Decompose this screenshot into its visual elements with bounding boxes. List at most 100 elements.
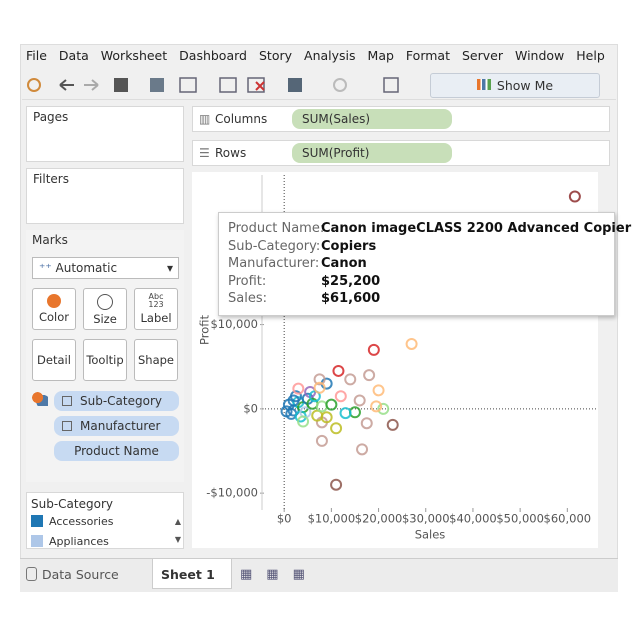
menu-item[interactable]: Window [514,48,565,63]
show-me-label: Show Me [496,78,554,93]
legend-label: Accessories [49,515,114,528]
tooltip-label: Profit: [228,273,267,289]
button-icon [47,294,61,308]
label-icon-text: 123 [148,300,164,309]
mark-type-dropdown[interactable]: ⁺⁺ Automatic ▾ [32,257,179,279]
mark-button[interactable]: Abc 123 Label [134,288,178,330]
mark-button[interactable]: Color [32,288,76,330]
tooltip-row: Profit: $25,200 [228,274,614,292]
point [325,398,338,411]
pages-header: Pages [27,107,183,127]
field-pill[interactable]: Product Name [54,441,179,461]
menu-item[interactable]: Story [258,48,293,63]
mark-button[interactable]: Detail [32,339,76,381]
x-tick-label: $10,000 [308,512,356,526]
menu-item[interactable]: Dashboard [179,48,247,63]
point [353,394,366,407]
menu-item[interactable]: Help [576,48,605,63]
point [330,422,343,435]
x-tick-label: $0 [277,512,292,526]
x-tick-label: $30,000 [402,512,450,526]
tooltip-row: Manufacturer: Canon [228,256,614,274]
tooltip-value: $25,200 [321,273,381,289]
button-label: Detail [37,353,71,367]
y-tick-label: $10,000 [210,317,258,331]
legend-item[interactable]: Accessories [27,515,183,535]
tooltip-row: Sales: $61,600 [228,291,614,309]
button-label: Tooltip [86,353,124,367]
menu-item[interactable]: Map [367,48,394,63]
toolbar-icons [27,77,399,93]
menu-item[interactable]: File [26,48,47,63]
mark-button[interactable]: Shape [134,339,178,381]
field-expand [62,421,72,431]
tooltip-value: Copiers [321,238,377,254]
legend-swatch [31,515,43,527]
columns-label: Columns [215,112,268,126]
legend-item[interactable]: Appliances [27,535,183,548]
x-tick-label: $60,000 [544,512,592,526]
point [332,364,345,377]
show-me-button[interactable]: Show Me [430,73,600,98]
tooltip-row: Product Name:Canon imageCLASS 2200 Advan… [228,221,631,239]
field-pill[interactable]: Sub-Category [54,391,179,411]
field-name: Manufacturer [80,419,161,433]
point [568,190,581,203]
button-label: Label [140,311,172,325]
tooltip-label: Sales: [228,291,267,306]
field-pill[interactable]: Manufacturer [54,416,179,436]
menu-item[interactable]: Data [58,48,89,63]
filters-pane: Filters [26,168,184,224]
label-icon-text: Abc [148,292,164,301]
color-mark-icon [32,392,48,406]
tooltip-value: Canon [321,256,367,271]
marks-header: Marks [26,230,184,250]
legend-title: Sub-Category [31,497,113,511]
mark-button[interactable]: Tooltip [83,339,127,381]
button-label: Shape [137,353,174,367]
tooltip-value: Canon imageCLASS 2200 Advanced Copier [321,221,632,236]
field-name: Product Name [74,444,159,458]
point [367,343,380,356]
tooltip-value: $61,600 [321,291,381,306]
point [297,415,310,428]
tooltip: Product Name:Canon imageCLASS 2200 Advan… [218,212,631,316]
mark-button[interactable]: Size [83,288,127,330]
point [360,417,373,430]
pages-pane: Pages [26,106,184,162]
data-source-tab[interactable]: Data Source [26,567,119,582]
point [386,418,399,431]
y-tick-label: -$10,000 [206,486,258,500]
data-source-label: Data Source [42,567,119,582]
point [320,411,333,424]
point [377,402,390,415]
legend-swatch [31,535,43,547]
menu-item[interactable]: Server [461,48,503,63]
menu-bar: File Data Worksheet Dashboard Story Analysis M… [26,48,616,66]
y-axis-title: Profit [198,315,212,345]
x-tick-label: $50,000 [496,512,544,526]
legend-scroll[interactable]: ▲ ▼ [174,517,181,544]
label-icon: Abc 123 [135,293,177,309]
point [363,369,376,382]
point [372,384,385,397]
sheet-tab[interactable]: Sheet 1 [152,559,232,589]
menu-item[interactable]: Format [405,48,450,63]
columns-pill[interactable]: SUM(Sales) [292,109,452,129]
field-expand [62,396,72,406]
legend-label: Appliances [49,535,109,548]
tooltip-label: Product Name: [228,221,325,236]
menu-item[interactable]: Analysis [304,48,356,63]
tooltip-label: Sub-Category: [228,238,321,254]
button-label: Color [38,310,70,324]
rows-pill[interactable]: SUM(Profit) [292,143,452,163]
point [287,394,300,407]
point [313,381,326,394]
tooltip-row: Sub-Category:Copiers [228,239,614,257]
x-tick-label: $40,000 [449,512,497,526]
point [339,407,352,420]
new-sheet-icons[interactable]: ▦▦▦ [240,567,319,582]
field-name: Sub-Category [80,394,162,408]
menu-item[interactable]: Worksheet [100,48,168,63]
